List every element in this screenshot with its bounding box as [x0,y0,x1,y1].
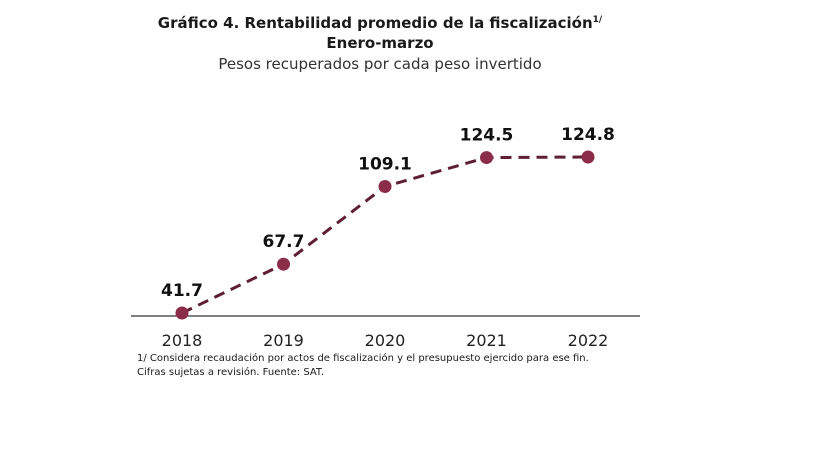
data-label: 124.8 [561,125,615,145]
x-tick-label: 2018 [162,331,203,350]
chart-subtitle-units: Pesos recuperados por cada peso invertid… [218,55,542,73]
chart-title: Gráfico 4. Rentabilidad promedio de la f… [0,10,760,33]
x-tick-label: 2020 [365,331,406,350]
footnote-1: 1/ Considera recaudación por actos de fi… [137,353,589,364]
data-label: 124.5 [460,126,514,146]
data-label: 41.7 [161,281,203,301]
data-point [175,306,189,320]
data-point [480,151,493,165]
x-tick-label: 2019 [263,331,304,350]
footnote-2: Cifras sujetas a revisión. Fuente: SAT. [137,367,325,378]
data-point [581,150,595,164]
data-label: 109.1 [358,154,412,174]
data-point [378,179,392,193]
x-tick-label: 2021 [466,331,507,350]
data-point [277,257,290,271]
x-tick-label: 2022 [568,331,609,350]
title-footnote-mark: 1/ [592,15,603,25]
data-label: 67.7 [263,232,305,252]
chart-title-block: Gráfico 4. Rentabilidad promedio de la f… [0,10,760,75]
chart-title-text: Gráfico 4. Rentabilidad promedio de la f… [157,14,593,32]
chart-subtitle-period: Enero-marzo [326,34,434,52]
